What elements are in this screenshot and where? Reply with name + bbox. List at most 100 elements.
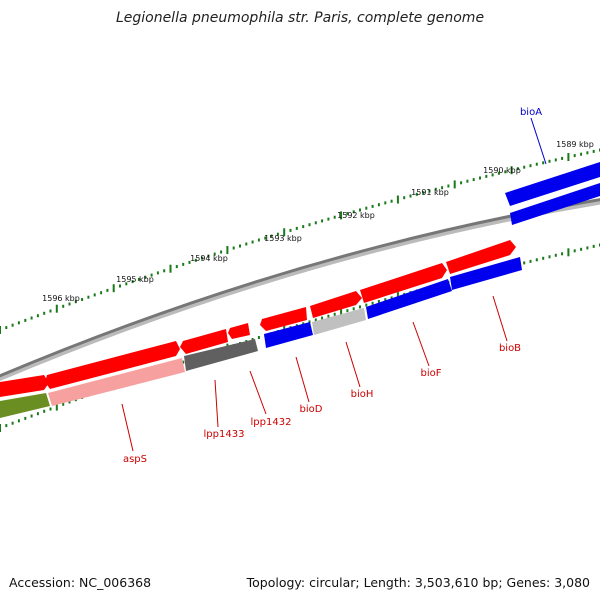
outer-tick bbox=[352, 210, 355, 214]
label-bioB: bioB bbox=[499, 343, 521, 354]
outer-tick bbox=[314, 221, 317, 225]
leader-aspS bbox=[121, 403, 134, 452]
outer-tick bbox=[131, 280, 134, 284]
cds-bioD-reverse bbox=[264, 322, 313, 348]
outer-tick bbox=[93, 293, 96, 297]
outer-tick bbox=[283, 228, 286, 237]
outer-tick bbox=[327, 217, 330, 221]
gene-labels: bioA bioB bioF bioH bioD lpp1432 lpp1433… bbox=[123, 107, 542, 465]
genome-summary-text: Topology: circular; Length: 3,503,610 bp… bbox=[246, 575, 590, 590]
cds-bioA-top-2 bbox=[510, 183, 600, 225]
inner-tick bbox=[592, 244, 595, 248]
cds-bioF-reverse bbox=[366, 279, 452, 319]
inner-tick bbox=[554, 253, 557, 257]
inner-tick bbox=[11, 421, 14, 425]
outer-tick bbox=[485, 174, 488, 178]
accession-text: Accession: NC_006368 bbox=[9, 575, 152, 590]
outer-tick bbox=[24, 318, 27, 322]
outer-tick bbox=[43, 311, 46, 315]
cds-bioB-forward bbox=[446, 240, 516, 274]
inner-tick bbox=[251, 338, 254, 341]
cds-left-reverse bbox=[0, 393, 50, 418]
inner-tick bbox=[523, 261, 526, 265]
label-lpp1432: lpp1432 bbox=[251, 417, 292, 428]
outer-tick bbox=[561, 156, 564, 160]
cds-bioF-forward bbox=[360, 263, 447, 303]
label-bioA: bioA bbox=[520, 107, 542, 118]
inner-tick bbox=[548, 255, 551, 259]
outer-tick bbox=[422, 191, 425, 195]
label-bioD: bioD bbox=[300, 404, 323, 415]
inner-tick bbox=[62, 402, 65, 406]
outer-tick bbox=[396, 195, 399, 204]
leader-bioH bbox=[345, 341, 361, 388]
inner-tick bbox=[182, 360, 185, 364]
outer-tick bbox=[175, 265, 178, 269]
outer-tick bbox=[245, 242, 248, 246]
outer-tick bbox=[479, 176, 481, 180]
outer-tick bbox=[239, 244, 241, 248]
inner-tick bbox=[340, 308, 343, 317]
inner-tick bbox=[321, 316, 324, 320]
inner-tick bbox=[573, 249, 576, 253]
inner-tick bbox=[333, 312, 336, 316]
outer-tick bbox=[30, 316, 33, 320]
inner-tick bbox=[377, 300, 380, 303]
outer-tick bbox=[106, 288, 109, 292]
outer-tick bbox=[466, 179, 469, 183]
outer-tick bbox=[504, 170, 507, 174]
outer-tick bbox=[308, 223, 311, 227]
outer-tick bbox=[548, 159, 551, 163]
backbone-shadow bbox=[0, 198, 600, 382]
outer-tick bbox=[390, 199, 393, 203]
cds-aspS-reverse bbox=[48, 358, 185, 406]
outer-tick bbox=[573, 154, 576, 158]
outer-tick bbox=[567, 153, 570, 161]
leader-bioA bbox=[530, 117, 547, 165]
outer-tick bbox=[270, 234, 273, 238]
ruler-label: 1589 kbp bbox=[556, 140, 594, 149]
inner-tick bbox=[68, 400, 71, 404]
bottom-strand-features bbox=[0, 257, 522, 418]
outer-tick bbox=[403, 196, 406, 200]
label-bioF: bioF bbox=[421, 368, 442, 379]
outer-tick bbox=[17, 321, 20, 325]
outer-tick bbox=[434, 187, 437, 191]
inner-tick bbox=[0, 424, 1, 432]
inner-tick bbox=[314, 318, 317, 322]
inner-tick bbox=[346, 309, 349, 313]
ruler-label: 1592 kbp bbox=[337, 211, 375, 220]
outer-tick bbox=[276, 232, 279, 236]
outer-tick bbox=[182, 262, 185, 266]
inner-tick bbox=[580, 247, 583, 251]
label-aspS: aspS bbox=[123, 454, 147, 465]
outer-tick bbox=[333, 215, 336, 219]
outer-tick bbox=[232, 246, 235, 250]
inner-tick bbox=[390, 296, 393, 300]
top-strand-features bbox=[0, 162, 600, 397]
leader-bioD bbox=[295, 356, 310, 403]
leader-lpp1432 bbox=[249, 370, 267, 415]
cds-lpp1433-forward bbox=[180, 329, 228, 354]
map-title: Legionella pneumophila str. Paris, compl… bbox=[115, 10, 485, 26]
outer-tick bbox=[497, 171, 500, 175]
leader-lpp1433 bbox=[214, 379, 219, 428]
outer-tick bbox=[156, 271, 159, 275]
outer-tick bbox=[346, 212, 349, 216]
outer-tick bbox=[340, 211, 343, 220]
inner-tick bbox=[24, 416, 27, 420]
cds-lpp1432-forward bbox=[228, 323, 250, 339]
outer-tick bbox=[150, 273, 153, 277]
outer-tick bbox=[201, 256, 204, 260]
outer-tick bbox=[100, 291, 103, 295]
label-bioH: bioH bbox=[351, 389, 374, 400]
outer-tick bbox=[447, 184, 450, 188]
outer-tick bbox=[409, 194, 412, 198]
inner-tick bbox=[352, 307, 355, 311]
cds-bioB-reverse bbox=[450, 257, 522, 290]
outer-tick bbox=[359, 208, 361, 212]
inner-tick bbox=[36, 412, 39, 416]
cds-bioA-top bbox=[505, 162, 600, 206]
outer-tick bbox=[491, 173, 494, 177]
